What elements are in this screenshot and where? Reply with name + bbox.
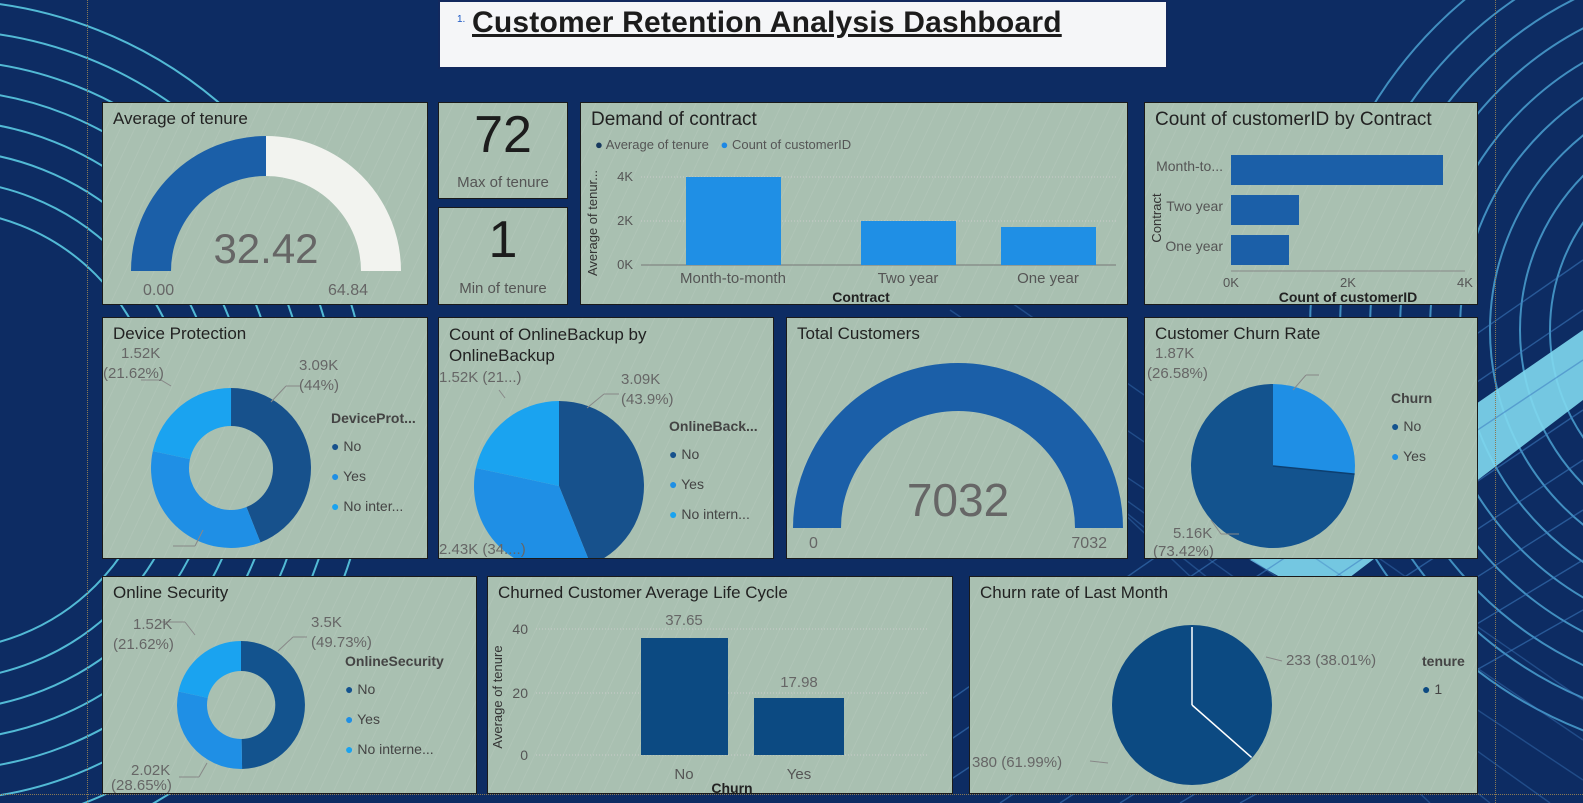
svg-text:(43.9%): (43.9%): [621, 391, 674, 408]
svg-text:Two year: Two year: [1166, 198, 1223, 214]
svg-text:32.42: 32.42: [213, 225, 318, 272]
svg-text:17.98: 17.98: [780, 674, 818, 691]
svg-text:(26.58%): (26.58%): [1147, 365, 1208, 382]
svg-text:(21.62%): (21.62%): [103, 365, 164, 382]
svg-text:(44%): (44%): [299, 377, 339, 394]
svg-text:3.09K: 3.09K: [621, 371, 660, 388]
svg-text:380 (61.99%): 380 (61.99%): [972, 754, 1062, 771]
svg-text:64.84: 64.84: [328, 282, 368, 299]
svg-text:Two year: Two year: [878, 270, 939, 287]
svg-text:7032: 7032: [1071, 535, 1107, 552]
svg-text:Month-to-month: Month-to-month: [680, 270, 786, 287]
svg-text:Churn: Churn: [711, 780, 752, 794]
svg-text:Yes: Yes: [787, 766, 811, 783]
svg-text:Contract: Contract: [832, 289, 890, 305]
svg-text:5.16K: 5.16K: [1173, 525, 1212, 542]
svg-text:3.5K: 3.5K: [311, 614, 342, 631]
svg-text:0.00: 0.00: [143, 282, 174, 299]
svg-text:(49.73%): (49.73%): [311, 634, 372, 651]
svg-text:37.65: 37.65: [665, 612, 703, 629]
svg-text:2.42K: 2.42K: [127, 557, 166, 559]
svg-text:One year: One year: [1017, 270, 1079, 287]
svg-text:1.52K: 1.52K: [133, 616, 172, 633]
svg-text:2.43K (34....): 2.43K (34....): [439, 541, 526, 558]
svg-text:1.87K: 1.87K: [1155, 345, 1194, 362]
svg-text:Month-to...: Month-to...: [1156, 158, 1223, 174]
svg-text:(21.62%): (21.62%): [113, 636, 174, 653]
svg-text:1.52K: 1.52K: [121, 345, 160, 362]
svg-text:Average of tenur...: Average of tenur...: [585, 170, 600, 276]
svg-text:Count of customerID: Count of customerID: [1279, 289, 1417, 305]
svg-text:0: 0: [520, 747, 528, 763]
svg-text:40: 40: [512, 621, 528, 637]
svg-text:233 (38.01%): 233 (38.01%): [1286, 652, 1376, 669]
svg-text:3.09K: 3.09K: [299, 357, 338, 374]
svg-text:4K: 4K: [617, 169, 633, 184]
svg-text:2K: 2K: [617, 213, 633, 228]
svg-text:7032: 7032: [907, 474, 1009, 526]
svg-text:0K: 0K: [1223, 275, 1239, 290]
svg-text:2K: 2K: [1340, 275, 1356, 290]
svg-text:1.52K (21...): 1.52K (21...): [439, 369, 522, 386]
svg-text:0: 0: [809, 535, 818, 552]
svg-text:No: No: [674, 766, 693, 783]
svg-text:Contract: Contract: [1149, 193, 1164, 243]
svg-text:0K: 0K: [617, 257, 633, 272]
svg-text:Average of tenure: Average of tenure: [490, 645, 505, 748]
svg-text:4K: 4K: [1457, 275, 1473, 290]
svg-text:20: 20: [512, 685, 528, 701]
svg-text:(73.42%): (73.42%): [1153, 543, 1214, 559]
svg-text:One year: One year: [1165, 238, 1223, 254]
